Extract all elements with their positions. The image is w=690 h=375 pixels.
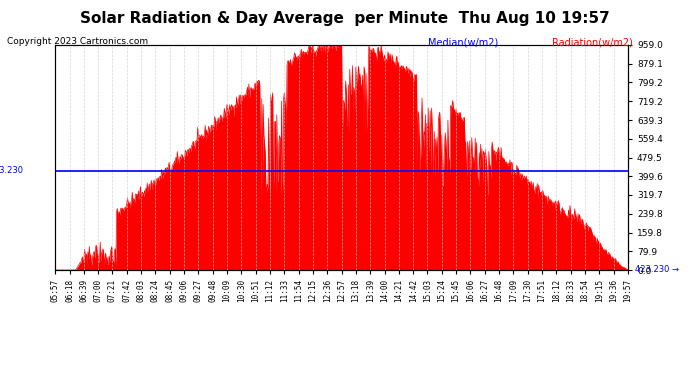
Text: Solar Radiation & Day Average  per Minute  Thu Aug 10 19:57: Solar Radiation & Day Average per Minute… xyxy=(80,11,610,26)
Text: 423.230 →: 423.230 → xyxy=(635,266,679,274)
Text: Radiation(w/m2): Radiation(w/m2) xyxy=(552,38,633,48)
Text: ← 423.230: ← 423.230 xyxy=(0,166,23,175)
Text: Median(w/m2): Median(w/m2) xyxy=(428,38,498,48)
Text: Copyright 2023 Cartronics.com: Copyright 2023 Cartronics.com xyxy=(7,38,148,46)
